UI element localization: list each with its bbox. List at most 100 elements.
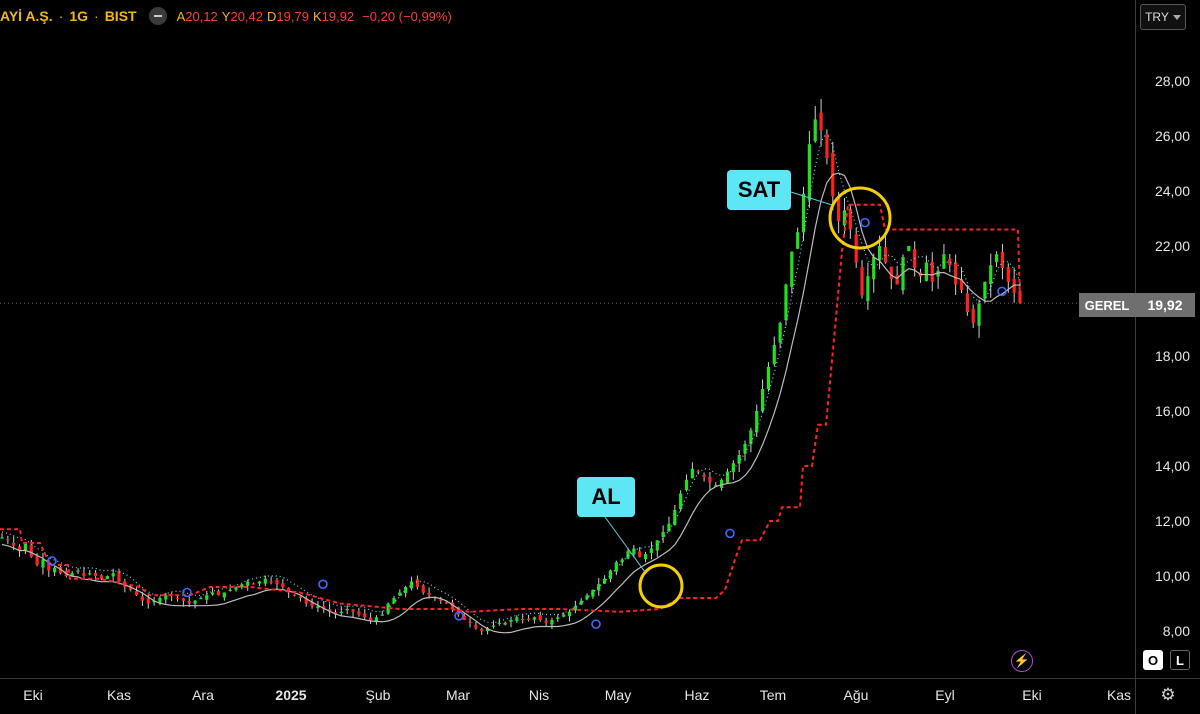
- candle-body: [954, 262, 958, 285]
- interval[interactable]: 1G: [69, 8, 89, 24]
- candle-body: [146, 598, 150, 604]
- candle-body: [234, 587, 238, 590]
- candle-body: [591, 589, 595, 597]
- candle-body: [684, 479, 689, 491]
- candle-body: [556, 617, 560, 619]
- candle-body: [550, 620, 554, 625]
- candle-body: [480, 628, 484, 631]
- candle-body: [351, 609, 355, 612]
- candle-body: [409, 581, 414, 589]
- candle-body: [801, 193, 806, 233]
- candle-body: [573, 606, 577, 611]
- y-tick-label: 14,00: [1155, 458, 1190, 474]
- stop-line: [0, 203, 1021, 613]
- y-axis-ticks: 28,0026,0024,0022,0020,0018,0016,0014,00…: [1155, 73, 1190, 639]
- candle-body: [94, 572, 98, 576]
- candle-body: [632, 548, 636, 555]
- candle-body: [790, 251, 794, 288]
- currency-dropdown[interactable]: TRY: [1140, 4, 1186, 30]
- lightning-icon[interactable]: ⚡: [1011, 650, 1033, 672]
- candle-body: [222, 592, 226, 598]
- candle-body: [193, 600, 197, 604]
- candle-body: [579, 600, 583, 605]
- candle-body: [661, 532, 665, 538]
- candle-body: [521, 618, 525, 621]
- candle-body: [357, 611, 361, 615]
- log-scale-button[interactable]: O: [1143, 650, 1163, 670]
- candle-body: [292, 594, 297, 596]
- gear-icon[interactable]: ⚙: [1160, 685, 1176, 704]
- candle-body: [328, 609, 332, 612]
- candle-body: [251, 583, 256, 585]
- x-tick-label: Kas: [1107, 687, 1131, 703]
- candle-body: [737, 455, 741, 464]
- y-tick-label: 24,00: [1155, 183, 1190, 199]
- candle-body: [667, 523, 671, 532]
- candle-body: [468, 621, 472, 623]
- auto-scale-button[interactable]: L: [1170, 650, 1190, 670]
- signal-marker: [47, 556, 57, 566]
- x-tick-label: 2025: [275, 687, 306, 703]
- candle-body: [41, 559, 45, 568]
- signal-marker: [454, 611, 464, 621]
- price-tag-label: GEREL: [1079, 293, 1135, 317]
- x-tick-label: Mar: [446, 687, 470, 703]
- chart-header: AYİ A.Ş. · 1G · BIST A20,12 Y20,42 D19,7…: [0, 0, 1135, 32]
- candle-body: [88, 573, 92, 575]
- price-axis[interactable]: [1135, 0, 1200, 714]
- sell-annotation[interactable]: SAT: [727, 170, 791, 210]
- minus-circle-icon[interactable]: [148, 7, 167, 25]
- candle-body: [1006, 267, 1010, 282]
- candle-body: [228, 589, 232, 591]
- candle-body: [363, 613, 367, 618]
- x-tick-label: Nis: [529, 687, 549, 703]
- buy-annotation[interactable]: AL: [577, 477, 635, 517]
- buy-highlight-circle: [638, 563, 684, 609]
- candle-body: [485, 628, 490, 632]
- candle-body: [725, 471, 730, 483]
- candle-body: [977, 303, 981, 326]
- candle-body: [714, 485, 718, 487]
- candle-body: [614, 562, 618, 572]
- candle-body: [1000, 251, 1005, 268]
- candle-body: [1018, 290, 1022, 304]
- x-tick-label: Tem: [760, 687, 786, 703]
- x-tick-label: Ara: [192, 687, 214, 703]
- x-tick-label: Kas: [107, 687, 131, 703]
- signal-marker: [860, 217, 870, 228]
- candle-body: [415, 579, 419, 587]
- candle-body: [679, 493, 683, 510]
- symbol-name[interactable]: AYİ A.Ş.: [0, 8, 53, 24]
- candle-body: [76, 570, 80, 572]
- candle-body: [526, 618, 531, 620]
- candle-body: [877, 246, 882, 261]
- candle-body: [983, 281, 987, 299]
- candle-body: [497, 622, 501, 624]
- signal-marker: [725, 528, 735, 539]
- candle-body: [134, 591, 139, 596]
- exchange: BIST: [104, 8, 137, 24]
- candle-body: [421, 585, 425, 593]
- candle-body: [994, 254, 999, 263]
- candle-body: [374, 617, 379, 623]
- candle-body: [585, 595, 589, 599]
- candle-body: [936, 270, 940, 277]
- candle-body: [866, 276, 870, 302]
- ohlc-high: Y20,42: [221, 8, 264, 24]
- time-axis[interactable]: [0, 678, 1200, 714]
- candle-body: [129, 587, 133, 590]
- candle-body: [567, 611, 572, 617]
- candle-body: [942, 254, 946, 269]
- price-change: −0,20 (−0,99%): [362, 8, 452, 24]
- candle-body: [766, 367, 771, 390]
- candle-body: [450, 602, 455, 609]
- y-tick-label: 28,00: [1155, 73, 1190, 89]
- candle-body: [760, 389, 765, 412]
- candle-body: [509, 620, 513, 622]
- candle-body: [404, 587, 408, 594]
- candle-body: [82, 572, 86, 576]
- x-tick-label: Ağu: [844, 687, 869, 703]
- candle-body: [696, 470, 700, 472]
- candle-body: [649, 548, 654, 553]
